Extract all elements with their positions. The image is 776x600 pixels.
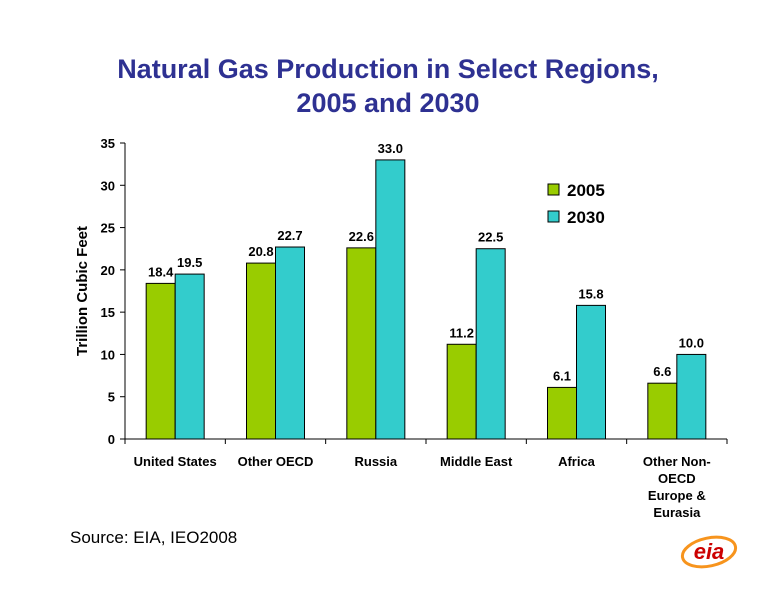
source-note: Source: EIA, IEO2008 — [70, 528, 238, 547]
legend-swatch-2030 — [547, 210, 560, 223]
data-label: 20.8 — [248, 244, 273, 259]
bar-2030-3 — [475, 248, 506, 440]
legend-label-2030: 2030 — [567, 208, 605, 227]
x-tick-label: Other Non- — [643, 454, 711, 469]
bar-2005-0 — [145, 282, 176, 440]
y-tick-label: 30 — [101, 178, 115, 193]
legend-label-2005: 2005 — [567, 181, 605, 200]
bar-2030-1 — [275, 246, 305, 440]
data-label: 6.1 — [553, 368, 571, 383]
bar-2030-5 — [676, 353, 707, 440]
x-tick-label: Other OECD — [238, 454, 314, 469]
data-label: 22.5 — [478, 230, 503, 245]
bar-2030-0 — [174, 273, 205, 440]
data-label: 22.6 — [349, 229, 374, 244]
y-axis-title: Trillion Cubic Feet — [74, 226, 91, 356]
data-label: 22.7 — [277, 228, 302, 243]
data-label: 15.8 — [578, 286, 603, 301]
y-tick-label: 35 — [101, 136, 115, 151]
bar-2005-3 — [446, 343, 477, 440]
bar-2005-4 — [547, 386, 577, 440]
x-tick-label: Eurasia — [653, 505, 701, 520]
data-label: 33.0 — [378, 141, 403, 156]
chart-title: Natural Gas Production in Select Regions… — [0, 52, 776, 120]
eia-logo: eia — [680, 533, 738, 574]
data-label: 11.2 — [449, 325, 474, 340]
x-tick-label: Africa — [558, 454, 596, 469]
chart-title-line-1: Natural Gas Production in Select Regions… — [117, 54, 659, 84]
bar-2005-2 — [346, 247, 377, 440]
x-tick-label: Europe & — [648, 488, 706, 503]
legend-swatch-2005 — [547, 183, 560, 196]
bar-2030-2 — [375, 159, 406, 440]
y-tick-label: 25 — [101, 221, 115, 236]
x-tick-label: United States — [134, 454, 217, 469]
y-tick-label: 0 — [108, 432, 115, 447]
x-tick-label: Middle East — [440, 454, 513, 469]
y-tick-label: 20 — [101, 263, 115, 278]
y-tick-label: 15 — [101, 305, 115, 320]
x-tick-label: OECD — [658, 471, 696, 486]
chart-title-line-2: 2005 and 2030 — [296, 88, 480, 118]
bar-2005-1 — [246, 262, 276, 440]
eia-logo-text: eia — [694, 539, 725, 564]
data-label: 18.4 — [148, 264, 174, 279]
data-label: 19.5 — [177, 255, 202, 270]
y-tick-label: 10 — [101, 347, 115, 362]
x-tick-label: Russia — [355, 454, 398, 469]
bar-2030-4 — [576, 304, 606, 440]
y-tick-label: 5 — [108, 390, 115, 405]
data-label: 6.6 — [653, 364, 671, 379]
bar-2005-5 — [647, 382, 678, 440]
data-label: 10.0 — [679, 335, 704, 350]
